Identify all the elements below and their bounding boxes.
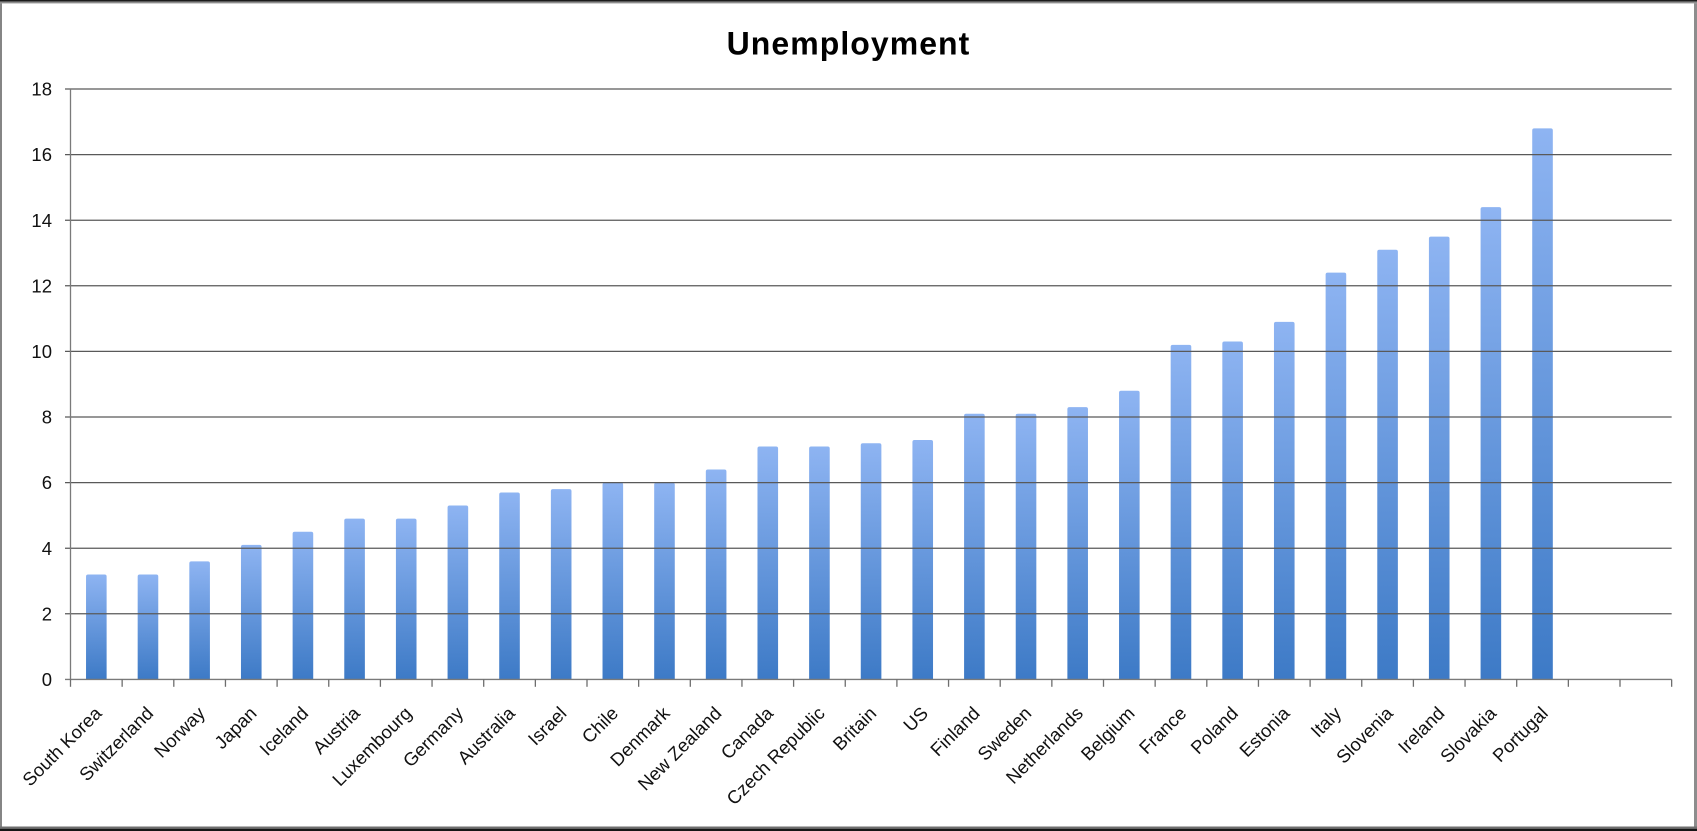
svg-text:6: 6 (42, 472, 52, 493)
svg-text:Unemployment: Unemployment (727, 26, 971, 62)
svg-text:0: 0 (42, 669, 52, 690)
svg-text:8: 8 (42, 407, 52, 428)
svg-text:10: 10 (31, 341, 52, 362)
svg-text:12: 12 (31, 275, 52, 296)
svg-text:2: 2 (42, 603, 52, 624)
svg-text:14: 14 (31, 210, 52, 231)
svg-text:18: 18 (31, 79, 52, 100)
svg-text:4: 4 (42, 538, 52, 559)
svg-text:16: 16 (31, 144, 52, 165)
